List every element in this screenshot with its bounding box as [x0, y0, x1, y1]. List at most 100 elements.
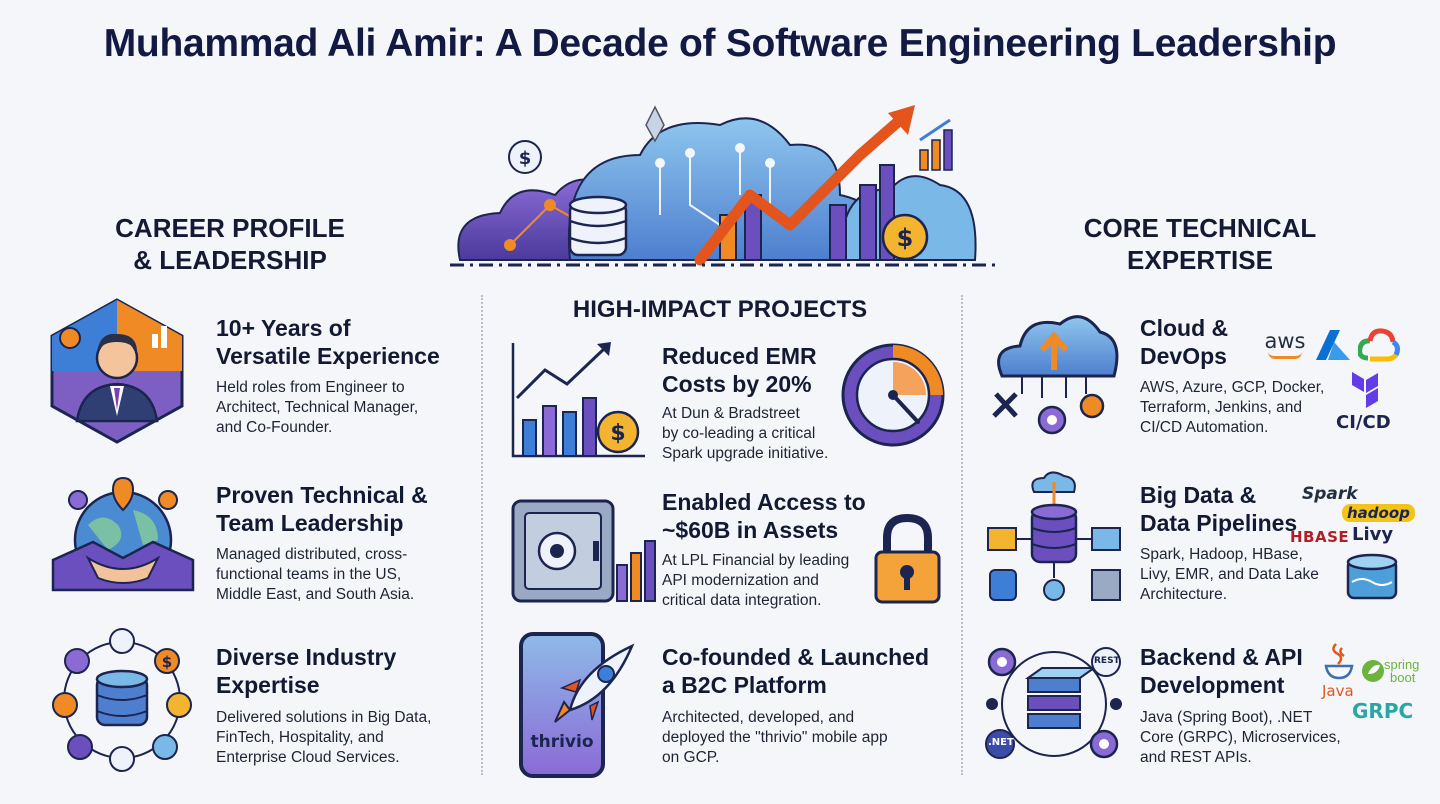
industry-network-icon: $	[52, 628, 192, 772]
left-item-1-desc: Held roles from Engineer to Architect, Te…	[216, 378, 418, 438]
svg-text:$: $	[610, 421, 625, 446]
right-item-2-title: Big Data & Data Pipelines	[1140, 481, 1297, 537]
desc-line: Livy, EMR, and Data Lake	[1140, 566, 1319, 583]
desc-line: Core (GRPC), Microservices,	[1140, 729, 1341, 746]
desc-line: Architect, Technical Manager,	[216, 399, 419, 416]
right-item-1-desc: AWS, Azure, GCP, Docker, Terraform, Jenki…	[1140, 378, 1324, 438]
projects-heading: HIGH-IMPACT PROJECTS	[572, 296, 868, 323]
net-badge-text: .NET	[988, 737, 1014, 748]
padlock-icon	[874, 513, 941, 604]
desc-line: At Dun & Bradstreet	[662, 405, 800, 422]
spring-leaf-icon	[1362, 660, 1384, 682]
desc-line: and REST APIs.	[1140, 749, 1252, 766]
svg-text:$: $	[519, 148, 532, 169]
mid-item-1-title: Reduced EMR Costs by 20%	[662, 342, 817, 398]
desc-line: Enterprise Cloud Services.	[216, 749, 400, 766]
divider	[481, 295, 483, 775]
svg-text:$: $	[162, 653, 172, 671]
spark-logo-text: Spark	[1302, 484, 1358, 504]
desc-line: on GCP.	[662, 749, 720, 766]
title-line: DevOps	[1140, 343, 1227, 369]
desc-line: deployed the "thrivio" mobile app	[662, 729, 888, 746]
right-item-1-title: Cloud & DevOps	[1140, 314, 1228, 370]
spring-boot-logo: spring boot	[1384, 658, 1419, 684]
core-heading-line2: EXPERTISE	[1127, 245, 1273, 275]
desc-line: Spark, Hadoop, HBase,	[1140, 546, 1303, 563]
dollar-coin-icon: $	[508, 140, 542, 174]
left-item-3-desc: Delivered solutions in Big Data, FinTech,…	[216, 708, 431, 768]
cicd-logo-text: CI/CD	[1336, 412, 1391, 433]
career-heading-line2: & LEADERSHIP	[133, 245, 327, 275]
title-line: Enabled Access to	[662, 489, 866, 515]
core-expertise-heading: CORE TECHNICAL EXPERTISE	[1040, 212, 1360, 276]
right-item-2-desc: Spark, Hadoop, HBase, Livy, EMR, and Data…	[1140, 545, 1319, 605]
left-item-2-title: Proven Technical & Team Leadership	[216, 481, 428, 537]
desc-line: AWS, Azure, GCP, Docker,	[1140, 379, 1325, 396]
hadoop-logo-text: hadoop	[1342, 504, 1415, 522]
title-line: Big Data &	[1140, 482, 1257, 508]
terraform-logo-icon	[1352, 372, 1378, 408]
title-line: a B2C Platform	[662, 672, 827, 698]
desc-line: by co-leading a critical	[662, 425, 816, 442]
desc-line: critical data integration.	[662, 592, 822, 609]
java-cup-icon	[1324, 643, 1354, 680]
database-icon	[568, 195, 628, 257]
java-logo-text: Java	[1322, 682, 1354, 700]
desc-line: CI/CD Automation.	[1140, 419, 1269, 436]
desc-line: Managed distributed, cross-	[216, 546, 408, 563]
desc-line: functional teams in the US,	[216, 566, 402, 583]
spring-logo-text: spring	[1384, 657, 1420, 672]
gear-icon	[1089, 729, 1119, 759]
data-pipeline-icon	[987, 471, 1121, 601]
title-line: Reduced EMR	[662, 343, 817, 369]
career-profile-heading: CAREER PROFILE & LEADERSHIP	[70, 212, 390, 276]
data-lake-icon	[1346, 553, 1398, 600]
left-item-2-desc: Managed distributed, cross-functional te…	[216, 545, 414, 605]
title-line: Versatile Experience	[216, 343, 440, 369]
mid-item-2-desc: At LPL Financial by leading API moderniza…	[662, 551, 849, 611]
desc-line: Middle East, and South Asia.	[216, 586, 415, 603]
left-item-1-title: 10+ Years of Versatile Experience	[216, 314, 440, 370]
diamond-icon	[645, 105, 665, 143]
desc-line: Delivered solutions in Big Data,	[216, 709, 432, 726]
desc-line: Spark upgrade initiative.	[662, 445, 829, 462]
title-line: Costs by 20%	[662, 371, 812, 397]
backend-api-icon	[985, 647, 1122, 759]
right-item-3-title: Backend & API Development	[1140, 643, 1303, 699]
gear-icon	[987, 647, 1017, 677]
desc-line: At LPL Financial by leading	[662, 552, 850, 569]
title-line: 10+ Years of	[216, 315, 351, 341]
mid-item-3-desc: Architected, developed, and deployed the …	[662, 708, 888, 768]
title-line: Team Leadership	[216, 510, 404, 536]
gear-icon	[1037, 405, 1067, 435]
mid-item-2-title: Enabled Access to ~$60B in Assets	[662, 488, 866, 544]
growth-chart-icon	[694, 105, 915, 266]
azure-logo-icon	[1316, 330, 1350, 360]
gcp-logo-icon	[1358, 328, 1400, 362]
dollar-coin-icon: $	[881, 213, 929, 261]
leader-hexagon-icon	[50, 298, 184, 444]
title-line: Data Pipelines	[1140, 510, 1298, 536]
divider	[961, 295, 963, 775]
title-line: Diverse Industry	[216, 644, 397, 670]
mid-item-3-title: Co-founded & Launched a B2C Platform	[662, 643, 929, 699]
desc-line: Architected, developed, and	[662, 709, 855, 726]
title-line: Cloud &	[1140, 315, 1229, 341]
desc-line: and Co-Founder.	[216, 419, 333, 436]
aws-logo: aws	[1262, 330, 1308, 359]
cloud-devops-icon	[992, 315, 1119, 435]
desc-line: Terraform, Jenkins, and	[1140, 399, 1302, 416]
vault-safe-icon	[511, 499, 656, 603]
desc-line: API modernization and	[662, 572, 819, 589]
hero-illustration: $ $	[450, 105, 1000, 267]
desc-line: Architecture.	[1140, 586, 1228, 603]
grpc-logo-text: GRPC	[1352, 699, 1414, 723]
right-item-3-desc: Java (Spring Boot), .NET Core (GRPC), Mic…	[1140, 708, 1341, 768]
thrivio-brand-label: thrivio	[530, 732, 594, 752]
rocket-icon	[554, 643, 635, 723]
title-line: Backend & API	[1140, 644, 1303, 670]
mini-bar-chart-icon	[919, 118, 953, 171]
rest-badge-text: REST	[1094, 656, 1120, 666]
title-line: Expertise	[216, 672, 320, 698]
desc-line: Held roles from Engineer to	[216, 379, 405, 396]
